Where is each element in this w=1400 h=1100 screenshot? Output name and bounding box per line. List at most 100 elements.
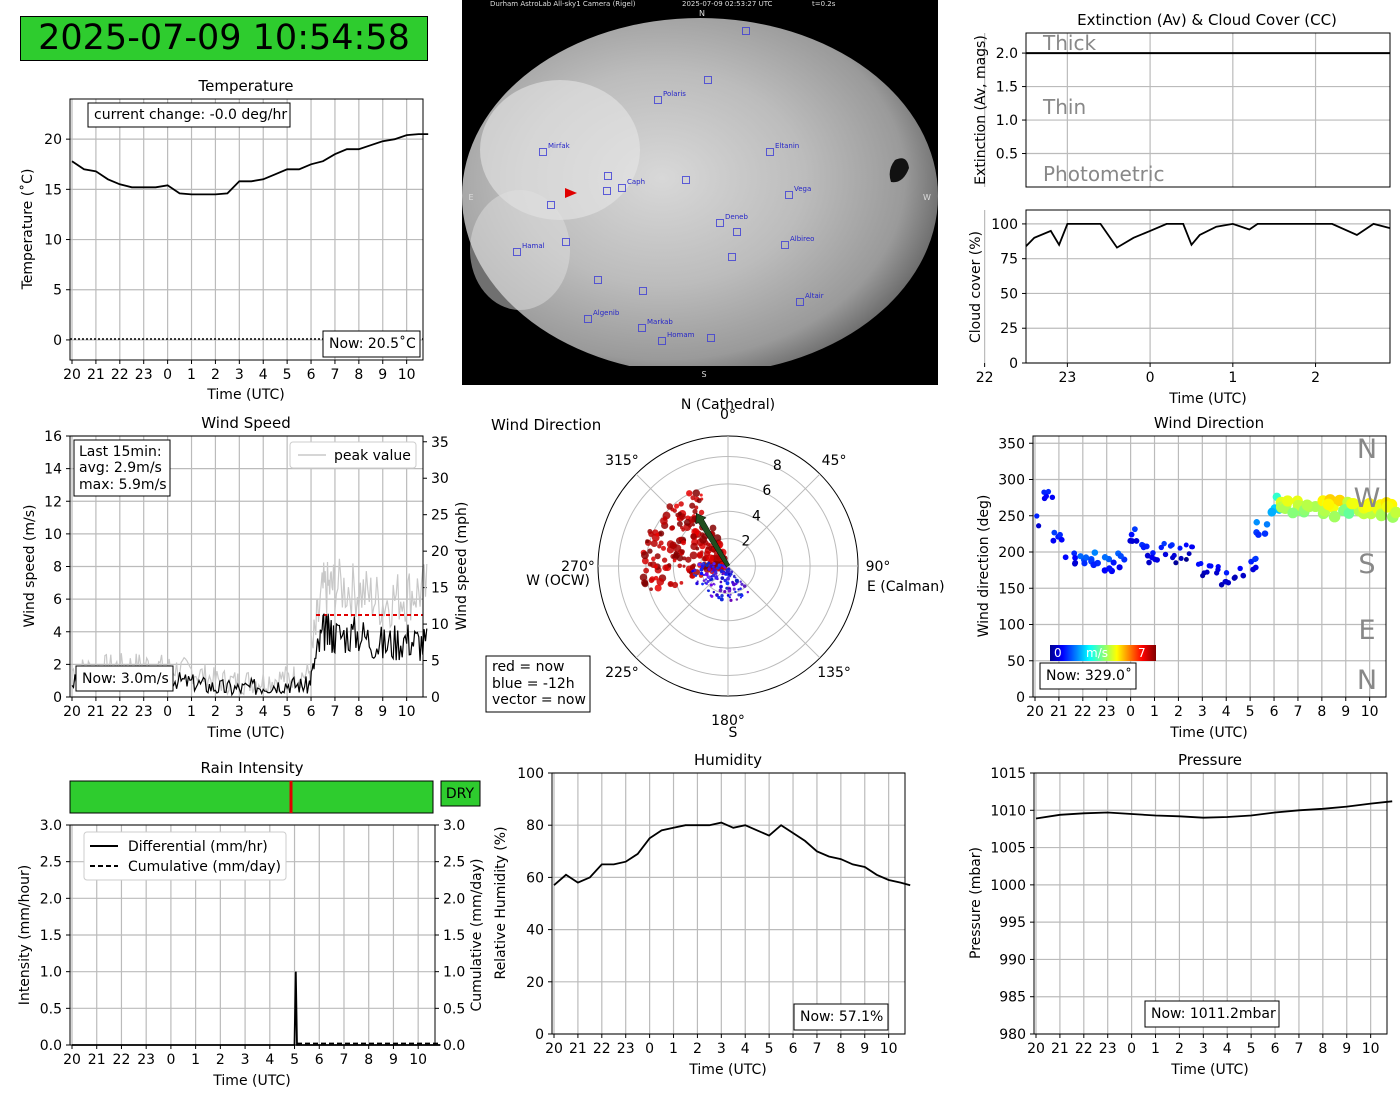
polar-ring-label: 6 bbox=[762, 483, 771, 499]
polar-point-older bbox=[726, 576, 730, 581]
x-tick-label: 0 bbox=[163, 367, 172, 383]
polar-point-recent bbox=[696, 498, 702, 504]
polar-point-older bbox=[728, 596, 732, 599]
polar-point-recent bbox=[692, 508, 698, 515]
humidity-line bbox=[553, 821, 911, 887]
wind-speed-ylabel: Wind speed (m/s) bbox=[22, 505, 38, 628]
star-marker bbox=[562, 238, 570, 246]
x-tick-label: 22 bbox=[111, 704, 129, 720]
wind-direction-point bbox=[1173, 560, 1179, 566]
wind-polar-north-label: N (Cathedral) bbox=[681, 397, 775, 413]
wind-direction-point bbox=[1255, 531, 1262, 538]
polar-point-older bbox=[730, 570, 734, 574]
wind-polar-east-label: E (Calman) bbox=[867, 579, 945, 595]
x-tick-label: 3 bbox=[235, 704, 244, 720]
polar-point-older bbox=[707, 589, 710, 593]
x-tick-label: 23 bbox=[137, 1052, 155, 1068]
polar-point-recent bbox=[690, 495, 696, 501]
wind-speed-title: Wind Speed bbox=[201, 414, 291, 432]
polar-point-recent bbox=[674, 503, 680, 509]
humidity-now-label: Now: 57.1% bbox=[800, 1009, 883, 1025]
star-marker bbox=[594, 276, 602, 284]
extinction-ylabel: Extinction (Av, mags) bbox=[973, 35, 989, 185]
polar-angle-label: 90° bbox=[866, 559, 891, 575]
polar-point-recent bbox=[655, 532, 660, 537]
polar-point-recent bbox=[669, 541, 677, 550]
polar-point-older bbox=[702, 573, 706, 577]
polar-point-recent bbox=[641, 580, 649, 588]
pressure-xlabel: Time (UTC) bbox=[1170, 1062, 1248, 1078]
wind-direction-point bbox=[1081, 560, 1088, 567]
polar-point-recent bbox=[686, 490, 693, 497]
pressure-title: Pressure bbox=[1178, 751, 1242, 769]
wind-direction-point bbox=[1101, 554, 1109, 561]
wind-direction-point bbox=[1214, 570, 1220, 576]
wind-direction-point bbox=[1041, 489, 1047, 495]
wind-speed-chart: Wind Speed 02468101214160510152025303520… bbox=[22, 414, 470, 741]
x-tick-label: 10 bbox=[398, 704, 416, 720]
wind-direction-point bbox=[1183, 542, 1189, 548]
wind-direction-title: Wind Direction bbox=[1154, 414, 1264, 432]
wind-direction-now-label: Now: 329.0˚ bbox=[1046, 667, 1132, 684]
polar-point-recent bbox=[677, 511, 682, 516]
wind-polar-legend-2: blue = -12h bbox=[492, 676, 575, 692]
x-tick-label: 0 bbox=[163, 704, 172, 720]
x-tick-label: 1 bbox=[1150, 704, 1159, 720]
wind-direction-point bbox=[1322, 498, 1335, 511]
star-marker bbox=[513, 248, 521, 256]
polar-point-older bbox=[718, 588, 723, 593]
wind-direction-point bbox=[1128, 531, 1135, 538]
polar-point-recent bbox=[711, 548, 715, 552]
rain-status-bar bbox=[69, 780, 434, 814]
x-tick-label: 1 bbox=[187, 367, 196, 383]
wind-direction-point bbox=[1045, 488, 1052, 495]
polar-point-older bbox=[717, 595, 721, 600]
star-label: Hamal bbox=[522, 242, 545, 250]
polar-point-older bbox=[711, 565, 715, 569]
polar-point-older bbox=[719, 585, 723, 589]
polar-point-recent bbox=[678, 501, 684, 507]
x-tick-label: 2 bbox=[1174, 704, 1183, 720]
polar-point-older bbox=[710, 577, 714, 581]
y-tick-label: 1.5 bbox=[996, 80, 1018, 96]
y-tick-label: 2.0 bbox=[996, 46, 1018, 62]
polar-point-recent bbox=[678, 536, 683, 542]
polar-point-older bbox=[726, 593, 730, 597]
polar-point-older bbox=[699, 567, 704, 572]
x-tick-label: 5 bbox=[1246, 704, 1255, 720]
polar-point-older bbox=[729, 598, 733, 602]
y-tick-label: 0 bbox=[535, 1027, 544, 1043]
y-tick-label: 5 bbox=[53, 283, 62, 299]
polar-point-recent bbox=[701, 556, 708, 562]
polar-point-recent bbox=[685, 556, 692, 563]
y-right-tick-label: 2.0 bbox=[443, 891, 465, 907]
colorbar-max: 7 bbox=[1138, 646, 1146, 660]
polar-point-older bbox=[737, 593, 741, 597]
wind-polar-south-label: S bbox=[729, 725, 738, 741]
wind-direction-point bbox=[1034, 513, 1040, 519]
wind-direction-point bbox=[1077, 553, 1084, 560]
polar-point-recent bbox=[694, 505, 699, 510]
x-tick-label: 8 bbox=[1317, 704, 1326, 720]
polar-point-older bbox=[707, 567, 711, 571]
y-tick-label: 12 bbox=[44, 494, 62, 510]
humidity-title: Humidity bbox=[694, 751, 762, 769]
wind-direction-point bbox=[1129, 538, 1136, 544]
x-tick-label: 0 bbox=[166, 1052, 175, 1068]
wind-stats-line1: Last 15min: bbox=[79, 444, 162, 460]
y-tick-label: 3.0 bbox=[40, 818, 62, 834]
wind-direction-point bbox=[1261, 530, 1269, 537]
star-marker bbox=[658, 337, 666, 345]
polar-point-older bbox=[710, 570, 714, 573]
wind-direction-point bbox=[1057, 531, 1063, 538]
star-marker bbox=[682, 176, 690, 184]
x-tick-label: 7 bbox=[1294, 1041, 1303, 1057]
y-tick-label: 350 bbox=[998, 436, 1025, 452]
polar-point-older bbox=[699, 571, 704, 576]
polar-point-older bbox=[705, 563, 709, 568]
temperature-now-label: Now: 20.5˚C bbox=[329, 335, 416, 352]
y-tick-label: 40 bbox=[526, 923, 544, 939]
